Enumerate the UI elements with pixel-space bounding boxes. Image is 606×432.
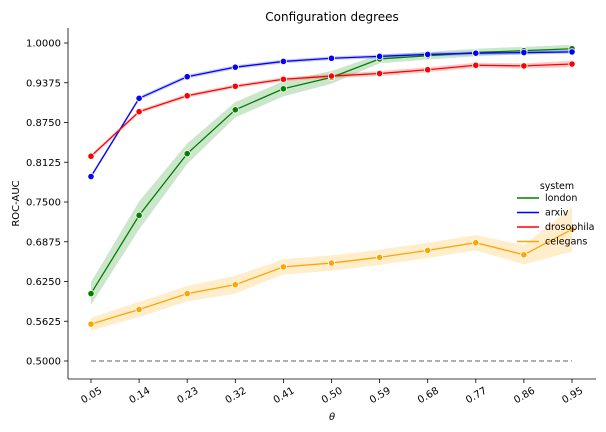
legend-items: london arxiv drosophila celegans <box>517 193 594 248</box>
point-arxiv <box>87 172 95 181</box>
legend-label-celegans: celegans <box>545 237 587 248</box>
line-arxiv <box>90 51 573 177</box>
point-arxiv <box>327 54 336 62</box>
point-london <box>279 85 287 93</box>
x-tick-label: 0.59 <box>368 386 393 407</box>
y-tick-label: 0.9375 <box>26 78 61 89</box>
point-celegans <box>327 259 336 267</box>
x-tick-label: 0.68 <box>416 386 441 407</box>
point-arxiv <box>279 57 287 66</box>
point-celegans <box>183 289 191 298</box>
point-drosophila <box>424 66 432 74</box>
series-markers <box>87 45 576 328</box>
legend: system london arxiv drosophila celegans <box>517 181 594 248</box>
band-arxiv <box>91 49 572 179</box>
point-celegans <box>135 305 143 314</box>
x-tick-label: 0.77 <box>464 386 489 407</box>
legend-label-arxiv: arxiv <box>545 208 569 219</box>
point-celegans <box>87 320 95 328</box>
y-axis-ticks: 0.5000 0.5625 0.6250 0.6875 0.7500 0.8125 0.87… <box>26 39 68 368</box>
point-arxiv <box>472 49 480 57</box>
legend-label-drosophila: drosophila <box>545 222 594 233</box>
y-tick-label: 0.5000 <box>26 357 61 368</box>
point-celegans <box>375 253 384 261</box>
point-drosophila <box>183 92 191 100</box>
point-arxiv <box>424 50 432 59</box>
x-tick-label: 0.95 <box>560 386 585 407</box>
point-celegans <box>520 251 528 259</box>
legend-label-london: london <box>545 193 577 204</box>
y-tick-label: 0.6875 <box>26 237 61 248</box>
band-celegans <box>91 207 572 331</box>
y-tick-label: 0.8750 <box>26 118 61 129</box>
point-drosophila <box>327 72 336 80</box>
y-tick-label: 0.7500 <box>26 198 61 209</box>
point-drosophila <box>375 69 384 78</box>
point-arxiv <box>520 48 528 57</box>
point-celegans <box>568 225 576 233</box>
point-drosophila <box>472 61 480 69</box>
point-celegans <box>279 263 287 271</box>
chart-title: Configuration degrees <box>265 10 399 24</box>
point-drosophila <box>568 60 576 68</box>
y-tick-label: 0.5625 <box>26 317 61 328</box>
y-axis-label: ROC-AUC <box>11 180 22 226</box>
legend-title: system <box>540 181 574 192</box>
x-tick-label: 0.23 <box>176 386 201 407</box>
x-tick-label: 0.05 <box>79 386 104 407</box>
point-arxiv <box>135 94 143 102</box>
x-tick-label: 0.50 <box>320 386 345 407</box>
y-tick-label: 0.8125 <box>26 158 61 169</box>
point-arxiv <box>231 63 239 71</box>
point-drosophila <box>87 152 95 160</box>
y-tick-label: 1.0000 <box>26 39 61 50</box>
x-tick-label: 0.86 <box>512 386 537 407</box>
point-london <box>231 106 239 114</box>
point-arxiv <box>375 52 384 60</box>
confidence-bands <box>91 44 572 331</box>
point-drosophila <box>135 108 143 116</box>
plot-area <box>87 44 576 362</box>
point-london <box>135 211 143 219</box>
point-celegans <box>424 246 432 254</box>
point-drosophila <box>520 62 528 70</box>
x-tick-label: 0.14 <box>127 386 152 407</box>
y-tick-label: 0.6250 <box>26 277 61 288</box>
point-arxiv <box>568 48 576 56</box>
point-drosophila <box>279 75 287 83</box>
x-axis-ticks: 0.05 0.14 0.23 0.32 0.41 0.50 0.59 0.68 0.77 0.86… <box>79 379 585 406</box>
point-london <box>87 289 95 298</box>
point-arxiv <box>183 73 191 81</box>
point-london <box>183 150 191 158</box>
point-drosophila <box>231 82 239 90</box>
x-tick-label: 0.32 <box>224 386 249 407</box>
point-celegans <box>472 239 480 247</box>
x-tick-label: 0.41 <box>272 386 297 407</box>
x-axis-label: θ <box>329 412 335 423</box>
point-celegans <box>231 281 239 289</box>
